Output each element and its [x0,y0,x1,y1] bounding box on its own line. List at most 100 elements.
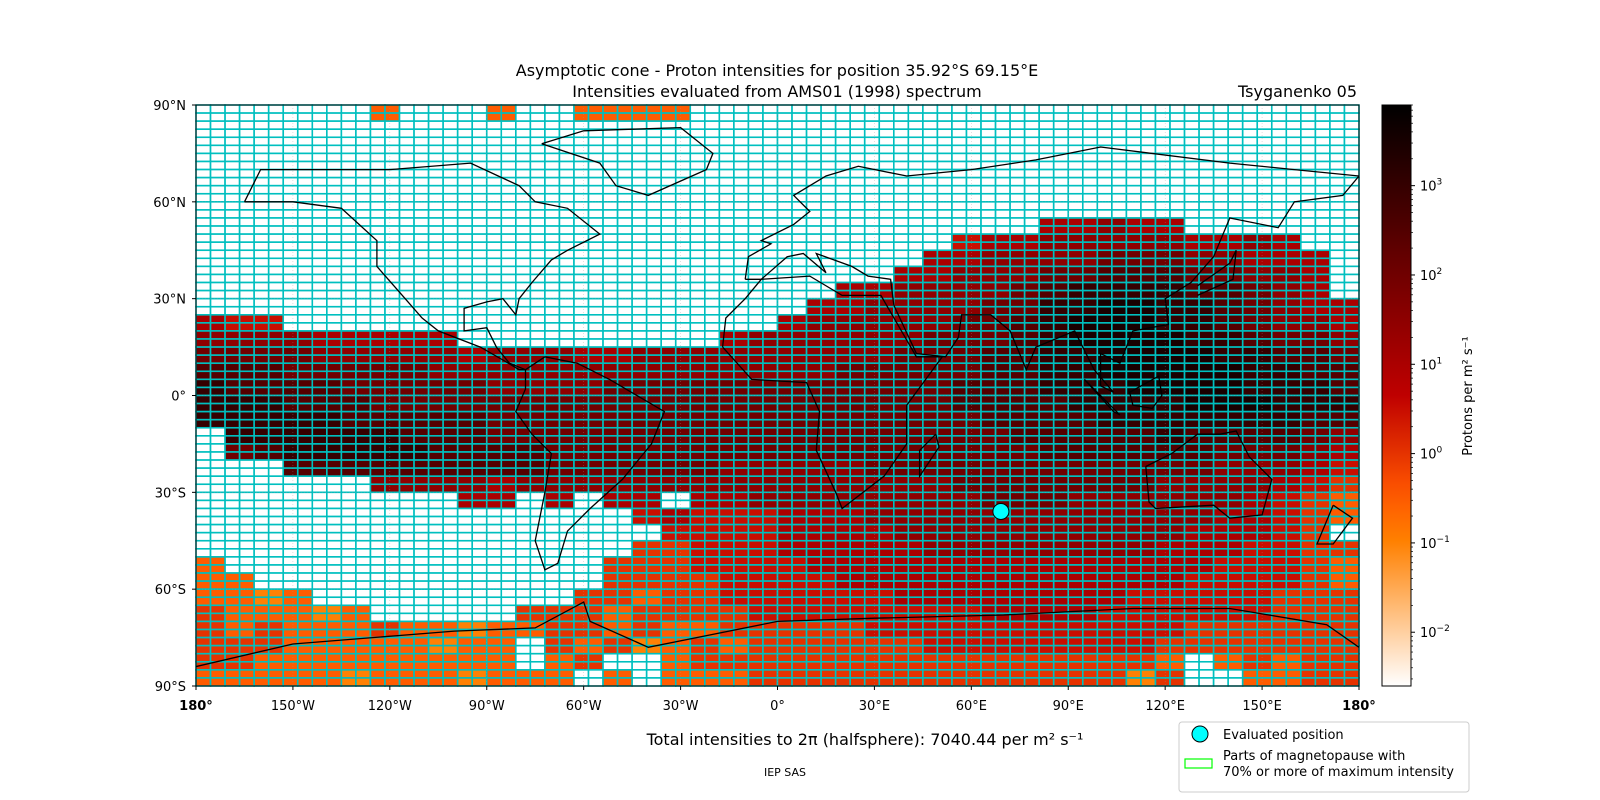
heatmap-cell [1212,451,1229,461]
heatmap-cell [689,160,706,171]
heatmap-cell [689,281,706,292]
heatmap-cell [631,531,648,542]
heatmap-cell [616,378,633,389]
heatmap-cell [1023,289,1040,300]
heatmap-cell [602,556,619,566]
heatmap-cell [1183,346,1200,356]
heatmap-cell [892,459,910,469]
heatmap-cell [616,515,633,526]
heatmap-cell [1241,402,1259,413]
heatmap-cell [1183,225,1200,235]
heatmap-cell [515,330,532,340]
heatmap-cell [834,120,851,131]
heatmap-cell [471,362,488,373]
heatmap-cell [471,604,488,615]
heatmap-cell [951,435,968,445]
heatmap-cell [616,273,633,284]
heatmap-cell [689,451,706,461]
heatmap-cell [849,459,866,469]
heatmap-cell [631,152,648,163]
heatmap-cell [485,451,503,461]
heatmap-cell [1052,556,1070,566]
heatmap-cell [573,548,590,558]
heatmap-cell [791,330,808,340]
heatmap-cell [267,112,285,122]
heatmap-cell [1169,467,1186,478]
heatmap-cell [1241,435,1259,445]
heatmap-cell [994,257,1011,268]
heatmap-cell [238,112,255,122]
heatmap-cell [834,572,851,582]
heatmap-cell [762,491,779,502]
heatmap-cell [253,265,270,276]
heatmap-cell [704,120,721,131]
heatmap-cell [326,273,343,284]
heatmap-cell [805,305,822,316]
heatmap-cell [573,120,590,131]
heatmap-cell [616,362,633,373]
heatmap-cell [980,201,997,211]
heatmap-cell [253,160,270,171]
heatmap-cell [674,297,692,308]
heatmap-cell [805,531,822,542]
heatmap-cell [820,225,837,235]
heatmap-cell [631,120,648,131]
heatmap-cell [834,233,851,243]
heatmap-cell [965,499,982,510]
heatmap-cell [573,136,590,147]
heatmap-cell [573,370,590,381]
heatmap-cell [965,192,982,203]
heatmap-cell [1067,548,1084,558]
heatmap-cell [878,580,895,590]
heatmap-cell [529,410,546,421]
heatmap-cell [282,556,299,566]
heatmap-cell [1241,136,1259,147]
heatmap-cell [224,515,241,526]
heatmap-cell [674,572,692,582]
heatmap-cell [1125,475,1142,486]
heatmap-cell [602,104,619,114]
heatmap-cell [253,289,270,300]
heatmap-cell [834,152,851,163]
heatmap-cell [1169,322,1186,332]
heatmap-cell [209,588,226,599]
heatmap-cell [1343,435,1360,445]
heatmap-cell [660,160,677,171]
heatmap-cell [500,531,517,542]
heatmap-cell [515,241,532,252]
heatmap-cell [616,192,633,203]
heatmap-cell [1052,564,1070,574]
heatmap-cell [529,483,546,494]
heatmap-cell [616,588,633,599]
heatmap-cell [1212,289,1229,300]
heatmap-cell [529,588,546,599]
heatmap-cell [326,112,343,122]
heatmap-cell [1096,362,1113,373]
heatmap-cell [369,289,386,300]
heatmap-cell [398,273,415,284]
heatmap-cell [355,314,372,324]
heatmap-cell [1125,572,1142,582]
heatmap-cell [1300,394,1317,405]
heatmap-cell [892,386,910,397]
heatmap-cell [922,507,939,518]
heatmap-cell [209,168,226,179]
heatmap-cell [704,443,721,453]
heatmap-cell [1314,426,1331,437]
heatmap-cell [733,136,750,147]
heatmap-cell [674,305,692,316]
heatmap-cell [1169,120,1186,131]
heatmap-cell [224,225,241,235]
heatmap-cell [224,120,241,131]
heatmap-cell [602,201,619,211]
heatmap-cell [805,539,822,550]
heatmap-cell [282,467,299,478]
heatmap-cell [573,386,590,397]
heatmap-cell [1300,515,1317,526]
heatmap-cell [1009,273,1026,284]
heatmap-cell [1241,475,1259,486]
heatmap-cell [907,128,924,139]
heatmap-cell [747,483,764,494]
heatmap-cell [369,499,386,510]
heatmap-cell [776,297,793,308]
